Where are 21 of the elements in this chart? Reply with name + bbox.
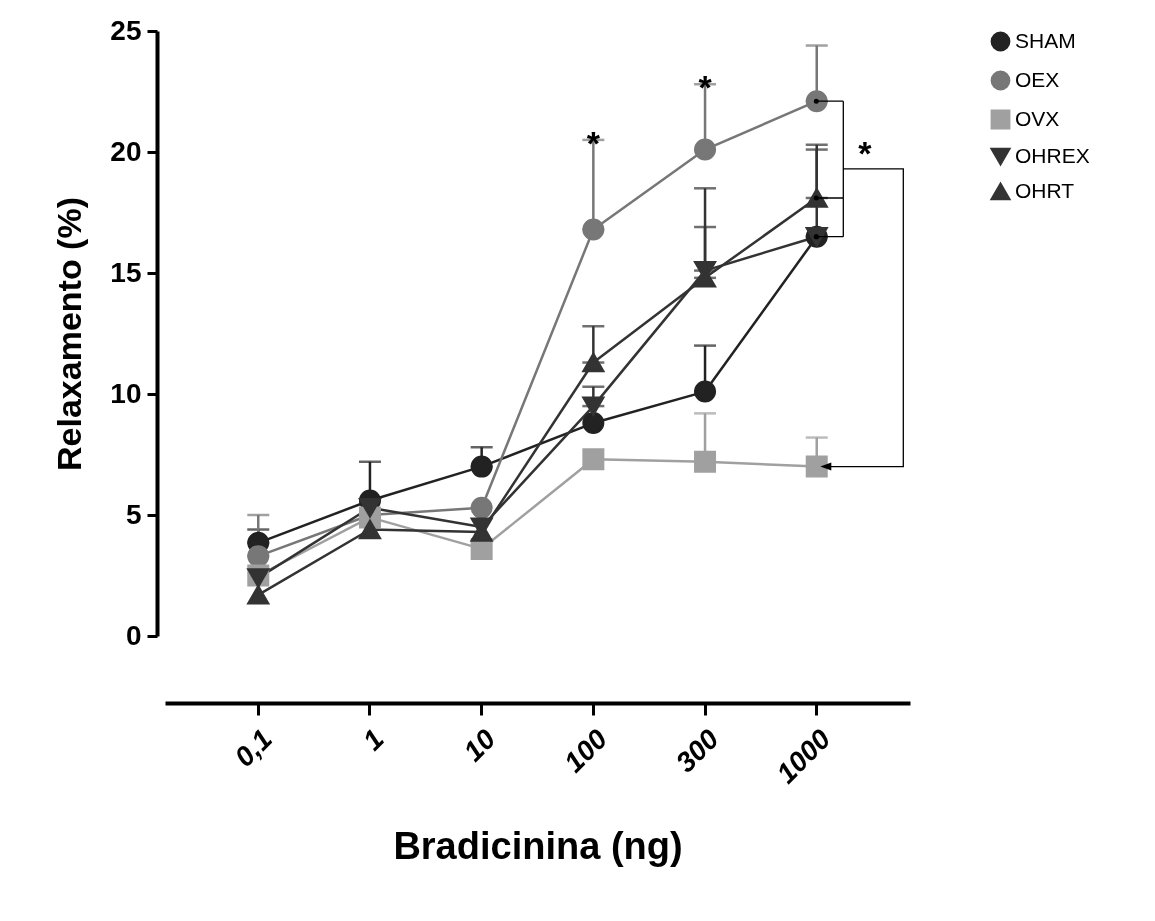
legend-label: SHAM bbox=[1015, 28, 1076, 52]
x-tick-label: 0,1 bbox=[228, 723, 279, 773]
legend-label: OHREX bbox=[1015, 143, 1090, 167]
x-tick-label: 300 bbox=[669, 723, 726, 779]
legend-label: OVX bbox=[1015, 106, 1060, 130]
y-tick-label: 15 bbox=[110, 256, 142, 288]
y-tick-label: 10 bbox=[110, 377, 142, 409]
x-axis-title: Bradicinina (ng) bbox=[393, 825, 683, 868]
y-axis-title: Relaxamento (%) bbox=[50, 197, 89, 471]
x-tick-label: 1 bbox=[356, 723, 390, 757]
annotation: * bbox=[858, 133, 873, 172]
legend-label: OEX bbox=[1015, 67, 1060, 91]
y-tick-label: 0 bbox=[125, 619, 142, 651]
y-tick-label: 5 bbox=[125, 498, 142, 530]
x-tick-label: 100 bbox=[558, 723, 614, 779]
y-tick-label: 25 bbox=[110, 14, 142, 46]
legend-label: OHRT bbox=[1015, 178, 1075, 202]
y-tick-label: 20 bbox=[110, 135, 142, 167]
x-tick-label: 10 bbox=[457, 723, 502, 768]
annotation: * bbox=[586, 123, 601, 162]
annotation: * bbox=[698, 68, 713, 107]
